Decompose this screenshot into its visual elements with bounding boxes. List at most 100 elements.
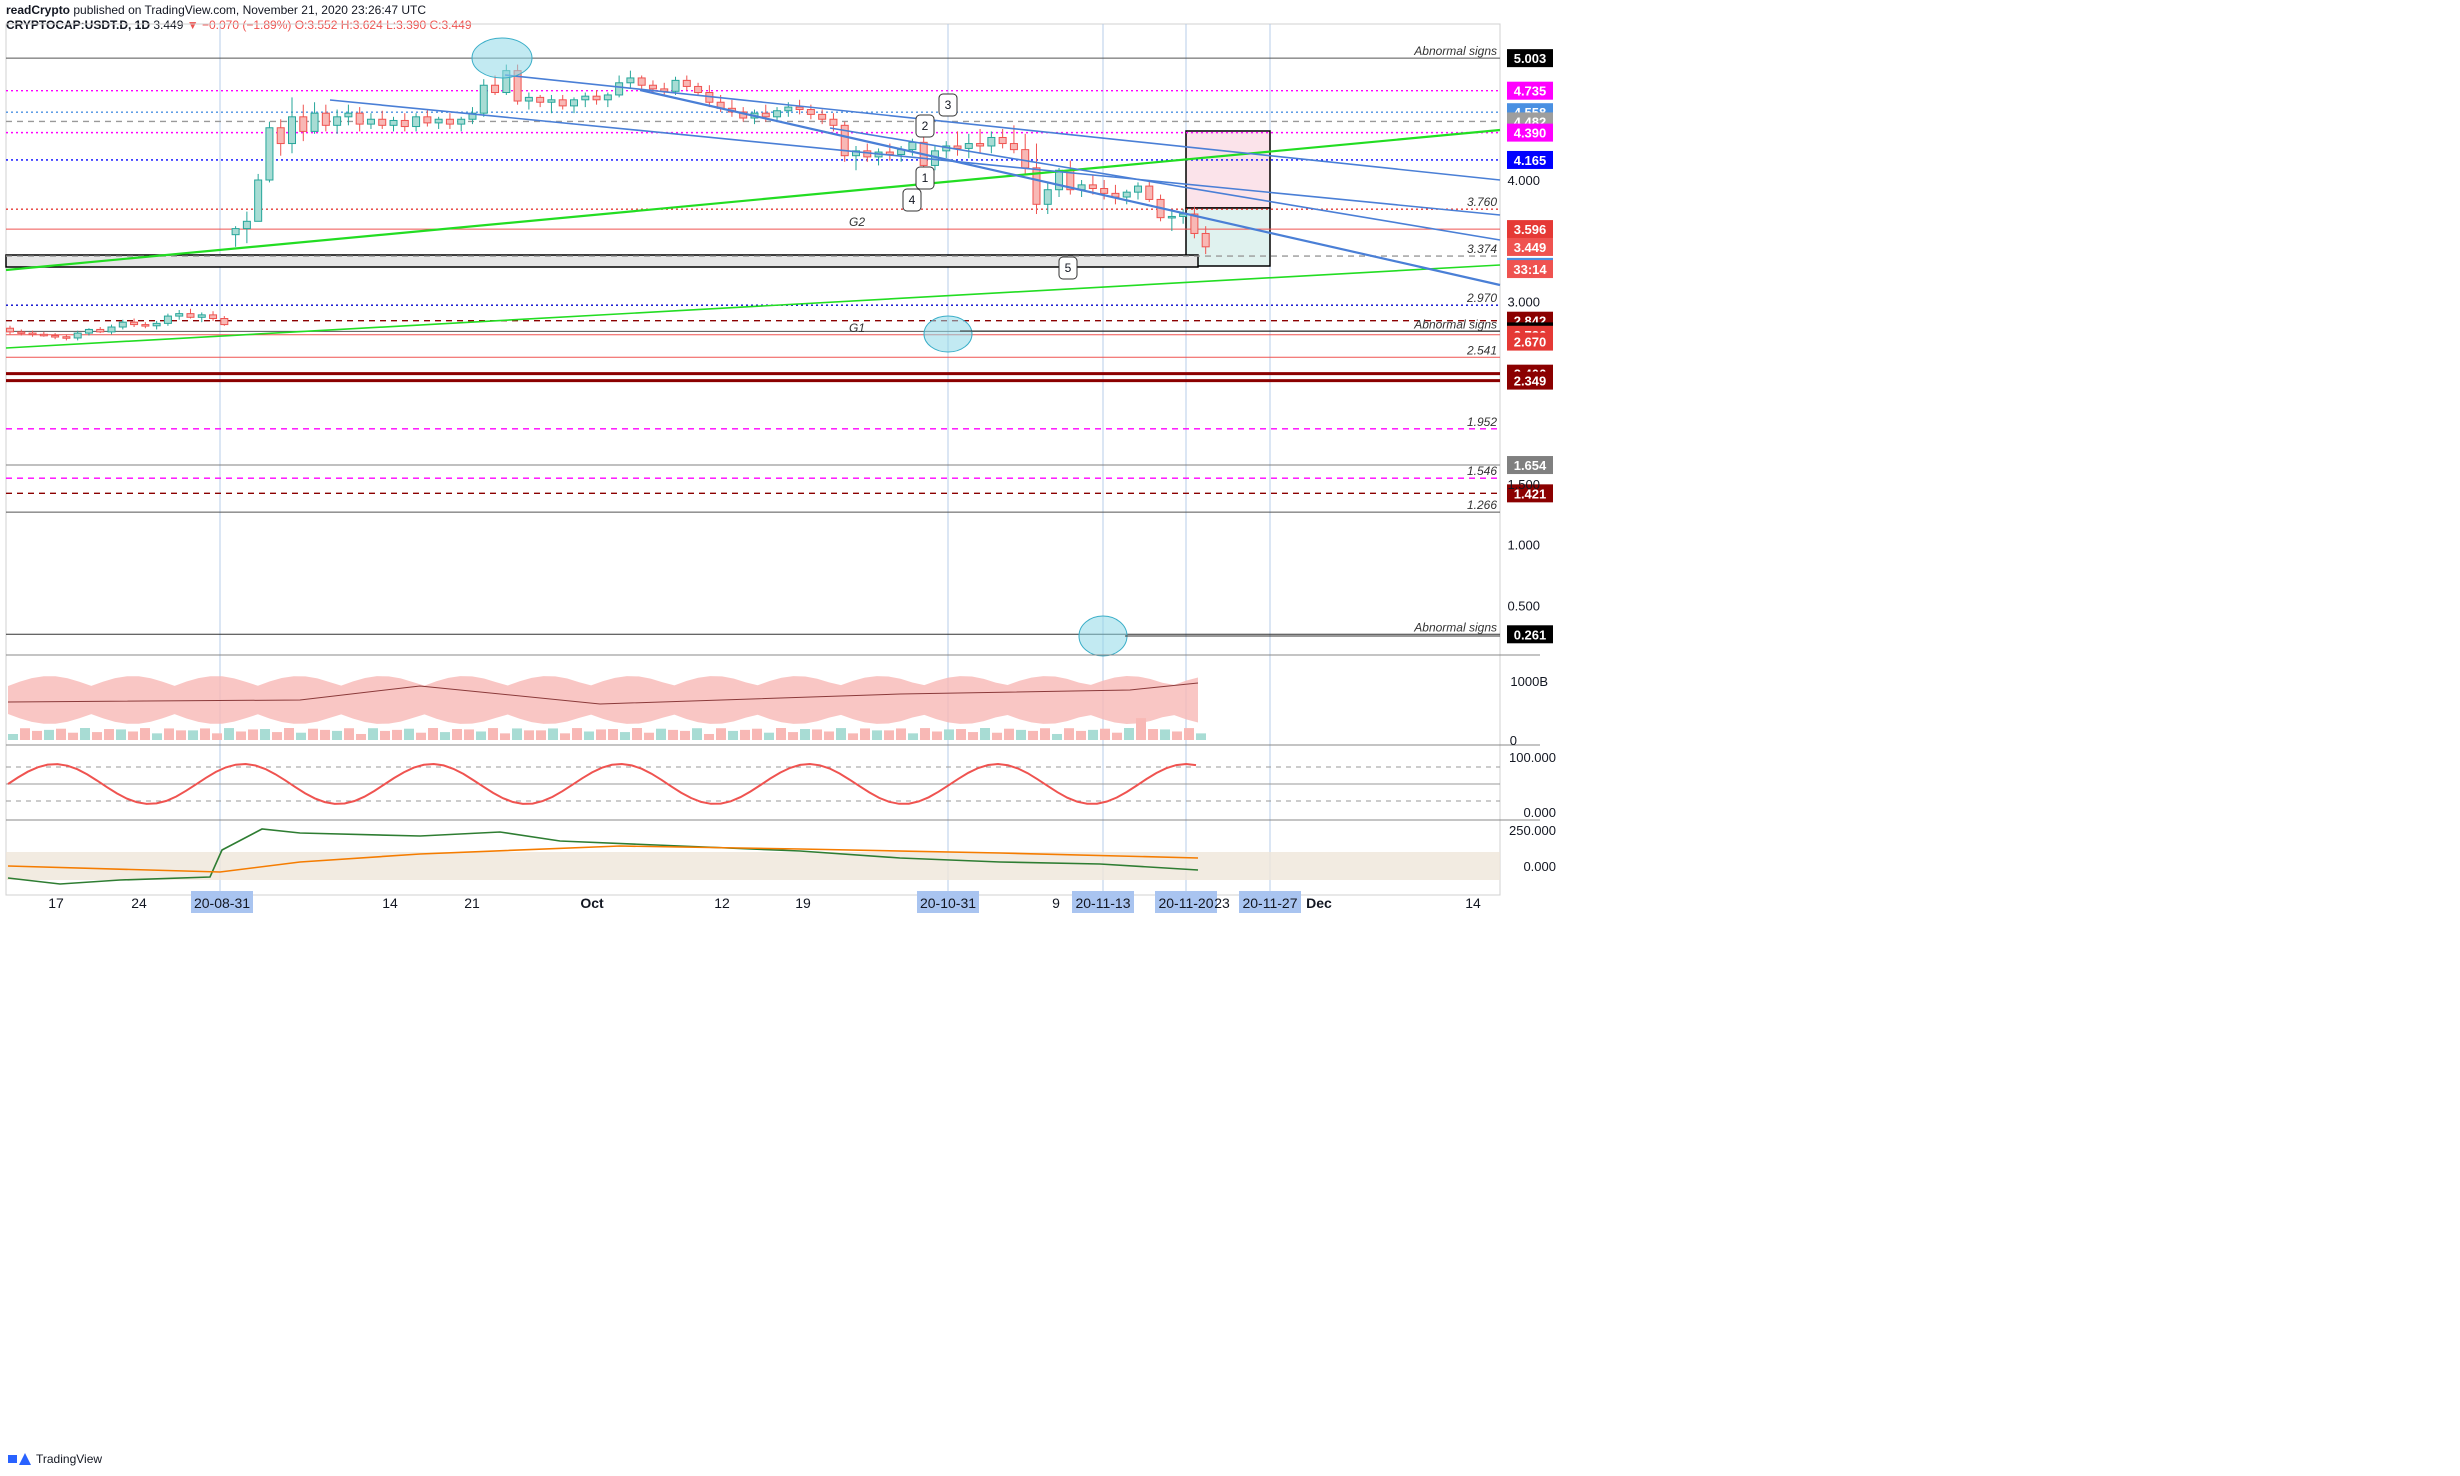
volume-bar-8 <box>104 729 114 740</box>
volume-bar-32 <box>392 729 402 740</box>
price-badge-bg-4 <box>1507 123 1553 142</box>
candle-body-34 <box>389 119 398 126</box>
volume-bar-13 <box>164 728 174 740</box>
candle-body-10 <box>118 321 127 328</box>
volume-bar-36 <box>440 732 450 740</box>
stoch-tick-1: 0.000 <box>1523 805 1556 820</box>
x-tick-label-6: 12 <box>714 895 730 911</box>
published-text: published on TradingView.com, November 2… <box>73 3 427 17</box>
price-badge-bg-12 <box>1507 332 1553 351</box>
candle-body-3 <box>39 333 48 337</box>
volume-tick-1: 0 <box>1510 733 1517 748</box>
candle-body-48 <box>547 99 556 103</box>
x-label-highlight-14 <box>1239 891 1301 913</box>
x-tick-label-9: 9 <box>1052 895 1060 911</box>
volume-bar-56 <box>680 730 690 740</box>
candle-body-27 <box>310 112 319 132</box>
x-tick-label-2: 20-08-31 <box>194 895 250 911</box>
volume-bar-96 <box>1160 729 1170 740</box>
price-badge-7: 3.449 <box>1507 237 1553 256</box>
level-label-9: 3.374 <box>1467 242 1497 256</box>
volume-bar-11 <box>140 728 150 740</box>
osc-line-orange <box>7 845 1199 873</box>
callout-marker-5: 5 <box>1058 256 1078 280</box>
callout-box-3 <box>938 93 958 117</box>
trendline-1 <box>5 264 1501 349</box>
level-label-13: Abnormal signs <box>1413 317 1497 331</box>
publisher-name[interactable]: readCrypto <box>6 3 71 17</box>
price-badge-17: 0.261 <box>1507 625 1553 644</box>
volume-bar-3 <box>44 729 54 740</box>
volume-bar-54 <box>656 728 666 740</box>
candle-body-22 <box>254 179 263 222</box>
volume-bar-95 <box>1148 729 1158 740</box>
price-badge-12: 2.670 <box>1507 332 1553 351</box>
callout-marker-1: 1 <box>915 166 935 190</box>
countdown-badge-bg <box>1507 260 1553 279</box>
volume-bar-87 <box>1052 733 1062 740</box>
volume-bar-70 <box>848 733 858 740</box>
footer-brand[interactable]: TradingView <box>36 1452 103 1466</box>
price-badge-5: 4.165 <box>1507 150 1553 169</box>
candle-body-97 <box>1100 188 1109 194</box>
x-tick-label-10: 20-11-13 <box>1075 895 1130 911</box>
volume-bar-6 <box>80 728 90 740</box>
volume-bar-80 <box>968 732 978 740</box>
volume-bar-90 <box>1088 729 1098 740</box>
candle-body-69 <box>784 106 793 112</box>
price-badge-bg-14 <box>1507 371 1553 390</box>
volume-bar-0 <box>8 734 18 740</box>
header-line-publisher: readCrypto published on TradingView.com,… <box>6 3 472 18</box>
volume-bar-84 <box>1016 729 1026 740</box>
price-badge-6: 3.596 <box>1507 220 1553 239</box>
volume-bar-92 <box>1112 732 1122 740</box>
volume-bar-50 <box>608 729 618 740</box>
chart-frame <box>5 23 1501 896</box>
candle-body-46 <box>524 96 533 102</box>
symbol-label[interactable]: CRYPTOCAP:USDT.D, 1D <box>6 18 151 32</box>
tradingview-logo-icon[interactable] <box>8 1452 31 1466</box>
volume-bar-35 <box>428 728 438 740</box>
volume-bar-10 <box>128 731 138 740</box>
ohlc-values: O:3.552 H:3.624 L:3.390 C:3.449 <box>294 18 472 32</box>
candle-body-17 <box>197 314 206 318</box>
stoch-line <box>7 762 1197 805</box>
volume-bar-86 <box>1040 728 1050 740</box>
candle-body-67 <box>761 112 770 118</box>
price-badge-bg-0 <box>1507 49 1553 68</box>
price-badge-15: 1.654 <box>1507 456 1553 475</box>
volume-bar-53 <box>644 732 654 740</box>
volume-bar-5 <box>68 732 78 740</box>
trendline-5 <box>829 127 1501 241</box>
volume-bar-27 <box>332 730 342 740</box>
x-tick-label-7: 19 <box>795 895 811 911</box>
candle-body-105 <box>1190 213 1199 234</box>
volume-bar-77 <box>932 731 942 740</box>
candle-body-39 <box>445 118 454 125</box>
osc-tick-1: 0.000 <box>1523 859 1556 874</box>
candle-body-15 <box>175 313 184 317</box>
volume-band <box>8 676 1198 724</box>
horizontal-lines: Abnormal signs 3.760 G2 3.374 2.970 Abnormal … <box>6 44 1500 635</box>
volume-bar-7 <box>92 732 102 740</box>
volume-bar-20 <box>248 729 258 740</box>
osc-line-green <box>7 828 1199 885</box>
candle-body-7 <box>84 328 93 334</box>
volume-bar-58 <box>704 733 714 740</box>
volume-bar-82 <box>992 732 1002 740</box>
candle-body-31 <box>355 112 364 125</box>
volume-bar-74 <box>896 728 906 740</box>
volume-bar-21 <box>260 729 270 740</box>
candle-body-11 <box>130 321 139 326</box>
volume-bar-12 <box>152 733 162 740</box>
zone-layer <box>5 130 1271 268</box>
candle-body-23 <box>265 127 274 181</box>
candle-body-20 <box>231 228 240 236</box>
candle-body-100 <box>1134 185 1142 193</box>
candle-body-1 <box>17 331 26 334</box>
price-badge-bg-17 <box>1507 625 1553 644</box>
candle-body-14 <box>163 315 172 324</box>
candle-body-88 <box>998 136 1007 145</box>
candle-body-60 <box>682 79 691 87</box>
